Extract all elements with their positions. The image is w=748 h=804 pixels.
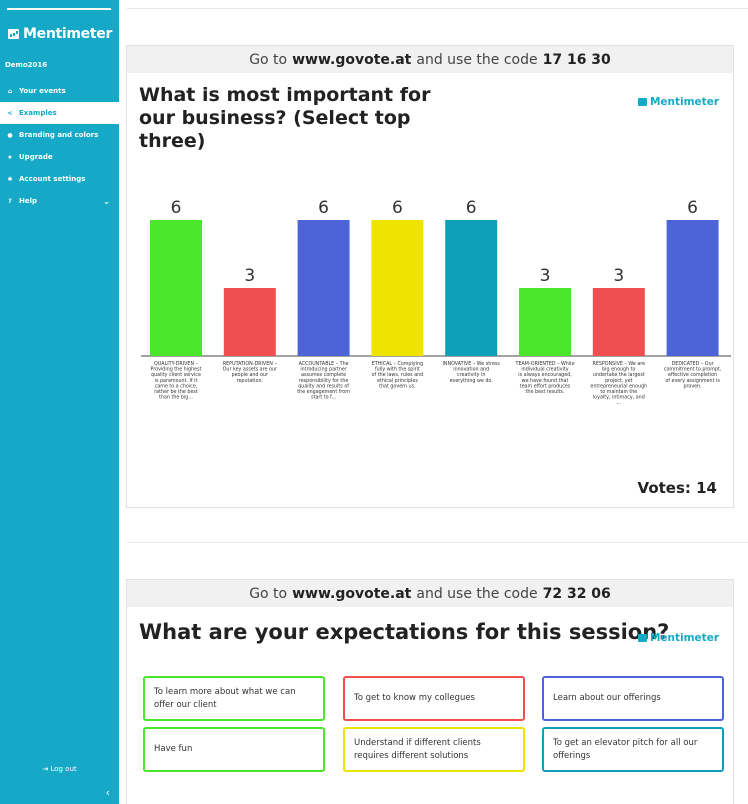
banner-middle: and use the code: [416, 51, 538, 68]
question-title: What are your expectations for this sess…: [139, 620, 670, 644]
bar: [519, 288, 571, 356]
category-label: TEAM-ORIENTED – While individual creativi…: [515, 361, 575, 395]
category-label: REPUTATION-DRIVEN – Our key assets are ou…: [223, 361, 278, 384]
mentimeter-brand: Mentimeter: [637, 96, 719, 108]
mentimeter-logo-icon: [637, 634, 647, 642]
mentimeter-brand: Mentimeter: [637, 632, 719, 644]
votes-count: Votes: 14: [637, 479, 717, 497]
brand-name: Mentimeter: [649, 632, 719, 644]
share-icon: <: [7, 109, 13, 117]
brand-logo[interactable]: Mentimeter: [8, 26, 112, 42]
chevron-down-icon[interactable]: ⌄: [103, 196, 110, 206]
bar-value-label: 6: [466, 198, 477, 218]
sidebar-item-branding[interactable]: ● Branding and colors: [0, 124, 119, 146]
bar: [666, 220, 719, 356]
category-label: DEDICATED – Our commitment to prompt, effe…: [664, 361, 722, 389]
user-name: Demo2016: [5, 61, 48, 69]
brand-name: Mentimeter: [649, 96, 719, 108]
bar-value-label: 6: [318, 198, 329, 218]
home-icon: ⌂: [7, 87, 13, 95]
sidebar-top-line: [7, 8, 111, 10]
brand-name: Mentimeter: [23, 26, 113, 42]
slide-card-bar-chart[interactable]: Go to www.govote.at and use the code 17 …: [126, 45, 734, 508]
sidebar-item-examples[interactable]: < Examples: [0, 102, 119, 124]
main-content: Go to www.govote.at and use the code 17 …: [119, 0, 748, 804]
banner-code: 72 32 06: [542, 585, 611, 602]
banner-middle: and use the code: [416, 585, 538, 602]
banner-prefix: Go to: [249, 51, 288, 68]
bar-value-label: 3: [244, 266, 255, 286]
sidebar-item-label: Help: [19, 197, 38, 205]
bar-value-label: 3: [540, 266, 551, 286]
sidebar-item-label: Examples: [19, 109, 57, 117]
gear-icon: ✱: [7, 175, 13, 183]
question-title: What is most important for our business?…: [139, 84, 431, 152]
divider: [127, 542, 748, 543]
logout-link[interactable]: ⇥ Log out: [0, 765, 119, 773]
category-label: INNOVATIVE – We stress innovation and crea…: [442, 361, 500, 384]
sidebar-item-your-events[interactable]: ⌂ Your events: [0, 80, 119, 102]
logout-icon: ⇥: [42, 765, 49, 773]
category-label: RESPONSIVE – We are big enough to undertak…: [590, 361, 647, 406]
join-banner: Go to www.govote.at and use the code 72 …: [127, 580, 733, 607]
response-card: Learn about our offerings: [542, 676, 724, 721]
slide-card-open-ended[interactable]: Go to www.govote.at and use the code 72 …: [126, 579, 734, 804]
drop-icon: ●: [7, 131, 13, 139]
sidebar-item-help[interactable]: ? Help ⌄: [0, 190, 119, 212]
sidebar-item-label: Account settings: [19, 175, 86, 183]
banner-code: 17 16 30: [542, 51, 611, 68]
sidebar-item-label: Upgrade: [19, 153, 53, 161]
sidebar-item-account-settings[interactable]: ✱ Account settings: [0, 168, 119, 190]
mentimeter-logo-icon: [8, 29, 19, 39]
response-card: Have fun: [143, 727, 325, 772]
sidebar-item-label: Your events: [19, 87, 66, 95]
bar-value-label: 6: [687, 198, 698, 218]
bar-value-label: 6: [392, 198, 403, 218]
response-card: To learn more about what we can offer ou…: [143, 676, 325, 721]
join-banner: Go to www.govote.at and use the code 17 …: [127, 46, 733, 73]
bar: [371, 220, 424, 356]
divider: [127, 8, 748, 9]
bar: [297, 220, 350, 356]
collapse-sidebar-icon[interactable]: ‹: [105, 786, 110, 799]
bar: [150, 220, 202, 356]
bar-value-label: 6: [171, 198, 182, 218]
mentimeter-logo-icon: [637, 98, 647, 106]
star-icon: ★: [7, 153, 13, 161]
bar-value-label: 3: [613, 266, 624, 286]
category-label: ETHICAL – Complying fully with the spirit…: [372, 361, 424, 389]
sidebar-item-upgrade[interactable]: ★ Upgrade: [0, 146, 119, 168]
bar: [223, 288, 276, 356]
bar: [592, 288, 645, 356]
banner-url: www.govote.at: [292, 51, 412, 68]
question-icon: ?: [8, 197, 12, 205]
bar: [445, 220, 498, 356]
sidebar-item-label: Branding and colors: [19, 131, 99, 139]
sidebar-nav: ⌂ Your events < Examples ● Branding and …: [0, 80, 119, 212]
response-card: To get an elevator pitch for all our off…: [542, 727, 724, 772]
bar-chart: 6 QUALITY-DRIVEN – Providing the highest qu…: [141, 198, 731, 406]
banner-prefix: Go to: [249, 585, 288, 602]
category-label: QUALITY-DRIVEN – Providing the highest qua…: [151, 361, 202, 401]
sidebar: Mentimeter Demo2016 ⌂ Your events < Exam…: [0, 0, 119, 804]
logout-label: Log out: [50, 765, 77, 773]
category-label: ACCOUNTABLE – The introducing partner assu…: [297, 361, 350, 401]
response-card: To get to know my collegues: [343, 676, 525, 721]
banner-url: www.govote.at: [292, 585, 412, 602]
response-card: Understand if different clients requires…: [343, 727, 525, 772]
